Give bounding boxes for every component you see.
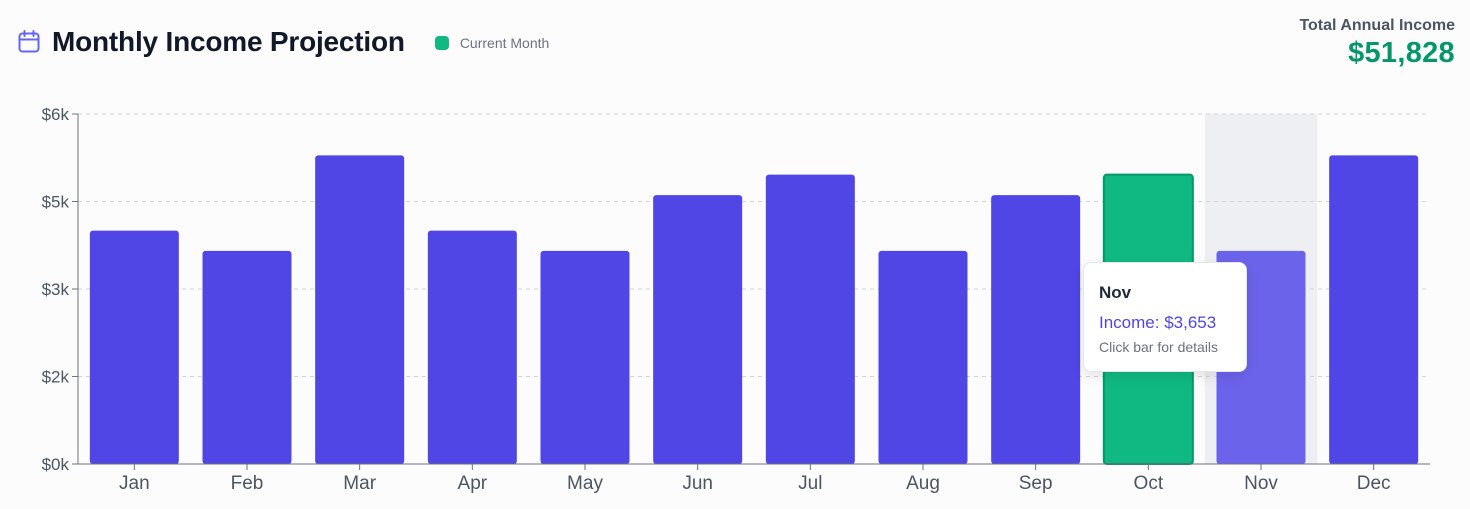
y-tick-label: $2k <box>42 368 70 387</box>
calendar-icon <box>18 30 40 54</box>
y-tick-label: $5k <box>42 193 70 212</box>
x-tick-label: Aug <box>906 473 940 494</box>
x-tick-label: Jan <box>119 473 150 494</box>
x-tick-label: Jul <box>798 473 822 494</box>
legend: Current Month <box>434 35 550 51</box>
bar-mar[interactable] <box>315 155 405 464</box>
chart-title: Monthly Income Projection <box>52 26 405 57</box>
y-tick-label: $0k <box>42 455 70 474</box>
y-tick-label: $3k <box>42 280 70 299</box>
bar-jul[interactable] <box>765 174 855 464</box>
x-tick-label: Dec <box>1357 473 1391 494</box>
total-label: Total Annual Income <box>1299 17 1455 34</box>
bar-aug[interactable] <box>878 250 968 464</box>
bar-feb[interactable] <box>202 250 292 464</box>
x-tick-label: May <box>567 473 603 494</box>
tooltip-income: Income: $3,653 <box>1099 313 1217 332</box>
x-tick-label: Jun <box>682 473 713 494</box>
tooltip-hint: Click bar for details <box>1099 339 1219 355</box>
annual-total: Total Annual Income $51,828 <box>1299 17 1455 70</box>
x-tick-label: Sep <box>1019 473 1053 494</box>
x-tick-label: Apr <box>458 473 488 494</box>
bar-may[interactable] <box>540 250 630 464</box>
total-value: $51,828 <box>1348 37 1455 69</box>
chart-header: Monthly Income Projection Current Month <box>18 26 549 58</box>
bar-apr[interactable] <box>427 230 517 464</box>
tooltip: Nov Income: $3,653 Click bar for details <box>1083 262 1247 372</box>
x-tick-label: Mar <box>343 473 376 494</box>
bar-sep[interactable] <box>991 195 1081 465</box>
legend-label: Current Month <box>459 35 550 51</box>
tooltip-month: Nov <box>1099 283 1132 302</box>
bar-jun[interactable] <box>653 195 743 465</box>
y-tick-label: $6k <box>42 105 70 124</box>
x-tick-label: Oct <box>1134 473 1164 494</box>
bar-jan[interactable] <box>89 230 179 464</box>
x-tick-label: Nov <box>1244 473 1278 494</box>
x-tick-label: Feb <box>231 473 264 494</box>
bar-dec[interactable] <box>1329 155 1419 464</box>
legend-swatch-current-month <box>434 36 449 50</box>
